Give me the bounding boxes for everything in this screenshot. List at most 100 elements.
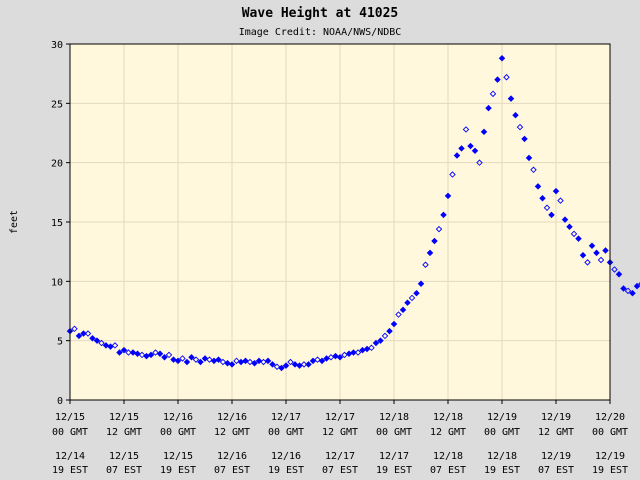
data-point xyxy=(530,166,537,174)
data-point xyxy=(215,356,222,363)
data-point xyxy=(593,249,600,257)
x-tick-label: 12/15 xyxy=(163,451,193,462)
x-tick-label: 12/17 xyxy=(271,412,301,423)
data-point xyxy=(557,197,564,204)
data-point xyxy=(174,357,182,365)
axes xyxy=(66,43,611,404)
data-point xyxy=(507,95,515,102)
x-tick-label: 12/16 xyxy=(163,412,193,423)
data-point xyxy=(413,289,420,297)
x-tick-label: 12/16 xyxy=(217,412,247,423)
data-point xyxy=(264,357,272,365)
data-point xyxy=(566,223,573,230)
y-tick-label: 30 xyxy=(51,40,63,51)
data-point xyxy=(408,294,416,302)
x-tick-label: 19 EST xyxy=(484,465,520,476)
data-point xyxy=(291,361,299,368)
data-point xyxy=(246,358,254,366)
y-tick-label: 25 xyxy=(51,99,63,110)
data-point xyxy=(399,306,407,314)
x-tick-labels: 12/15 00 GMT 12/14 19 EST 12/15 12 GMT 12/15 07… xyxy=(52,412,628,476)
y-tick-label: 15 xyxy=(51,218,63,229)
data-point xyxy=(269,361,276,368)
data-point xyxy=(242,357,249,365)
x-tick-label: 12/19 xyxy=(595,451,625,462)
x-tick-label: 00 GMT xyxy=(52,427,88,438)
data-point xyxy=(494,76,501,83)
x-tick-label: 12/18 xyxy=(433,451,463,462)
plot-border xyxy=(69,43,611,401)
x-tick-label: 07 EST xyxy=(430,465,466,476)
x-tick-label: 12/15 xyxy=(55,412,85,423)
data-point xyxy=(395,311,402,318)
x-tick-label: 12/17 xyxy=(379,451,409,462)
x-tick-label: 19 EST xyxy=(592,465,628,476)
data-point xyxy=(300,361,308,368)
data-point xyxy=(381,332,389,340)
data-point xyxy=(228,361,236,368)
data-point xyxy=(111,342,119,349)
x-tick-label: 07 EST xyxy=(322,465,358,476)
data-points xyxy=(66,55,640,372)
x-tick-label: 12/19 xyxy=(541,451,571,462)
data-point xyxy=(435,225,443,233)
data-point xyxy=(102,342,110,349)
data-point xyxy=(255,357,263,365)
data-point xyxy=(480,128,488,136)
data-point xyxy=(350,349,357,356)
data-point xyxy=(561,216,569,223)
data-point xyxy=(525,154,533,162)
x-tick-label: 12/15 xyxy=(109,451,139,462)
data-point xyxy=(476,159,483,166)
data-point xyxy=(372,339,380,347)
x-tick-label: 19 EST xyxy=(52,465,88,476)
x-tick-label: 07 EST xyxy=(214,465,250,476)
x-tick-label: 00 GMT xyxy=(484,427,520,438)
data-point xyxy=(332,352,339,360)
data-point xyxy=(138,351,146,359)
y-tick-label: 20 xyxy=(51,159,63,170)
data-point xyxy=(224,359,231,367)
x-tick-label: 12 GMT xyxy=(106,427,142,438)
y-axis-label: feet xyxy=(9,210,20,234)
data-point xyxy=(120,346,128,354)
data-point xyxy=(417,280,425,287)
x-tick-label: 12/20 xyxy=(595,412,625,423)
x-tick-label: 12/19 xyxy=(541,412,571,423)
data-point xyxy=(165,351,173,359)
x-tick-label: 19 EST xyxy=(268,465,304,476)
data-point xyxy=(183,358,191,366)
x-tick-label: 07 EST xyxy=(538,465,574,476)
x-tick-label: 07 EST xyxy=(106,465,142,476)
data-point xyxy=(170,356,177,363)
data-point xyxy=(629,289,636,297)
data-point xyxy=(458,145,465,152)
x-tick-label: 12 GMT xyxy=(538,427,574,438)
data-point xyxy=(206,356,213,363)
y-tick-label: 5 xyxy=(57,337,63,348)
data-point xyxy=(462,126,470,133)
data-point xyxy=(161,354,168,361)
data-point xyxy=(426,249,434,257)
data-point xyxy=(80,330,87,337)
x-tick-label: 19 EST xyxy=(376,465,412,476)
data-point xyxy=(597,256,605,264)
data-point xyxy=(422,261,429,268)
data-point xyxy=(503,73,510,81)
data-point xyxy=(179,355,186,362)
data-point xyxy=(84,330,92,337)
x-tick-label: 12/18 xyxy=(487,451,517,462)
data-point xyxy=(602,247,609,254)
x-tick-label: 00 GMT xyxy=(160,427,196,438)
x-tick-label: 12/18 xyxy=(379,412,409,423)
data-point xyxy=(575,235,582,242)
chart-subtitle: Image Credit: NOAA/NWS/NDBC xyxy=(239,27,402,38)
data-point xyxy=(386,327,393,335)
data-point xyxy=(116,349,123,356)
data-point xyxy=(305,361,312,368)
data-point xyxy=(273,363,281,371)
data-point xyxy=(314,356,321,363)
data-point xyxy=(188,354,195,361)
data-point xyxy=(71,325,78,333)
data-point xyxy=(233,357,240,365)
